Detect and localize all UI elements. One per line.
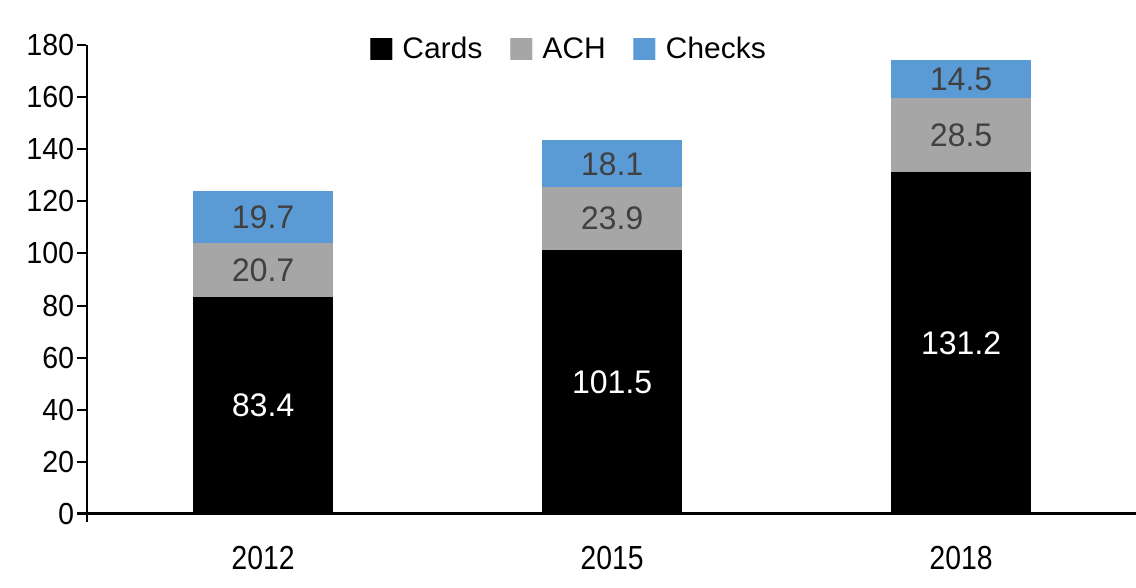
legend-label: Checks <box>665 32 766 65</box>
legend-item-checks: Checks <box>633 32 766 65</box>
y-axis-tick <box>77 461 86 463</box>
y-axis-tick <box>77 200 86 202</box>
y-tick-label: 20 <box>42 444 74 479</box>
legend-swatch-icon <box>510 38 533 60</box>
y-tick-label: 120 <box>26 183 74 218</box>
bar-segment-checks-2015: 18.1 <box>542 140 682 188</box>
y-tick-label: 140 <box>26 131 74 166</box>
bar-value-label: 14.5 <box>929 60 993 97</box>
y-tick-label: 80 <box>42 288 74 323</box>
legend-item-cards: Cards <box>370 33 482 65</box>
y-tick-label: 60 <box>42 340 74 375</box>
bar-value-label: 83.4 <box>231 387 295 424</box>
bar-value-label: 19.7 <box>231 199 295 236</box>
bar-value-label: 101.5 <box>571 363 653 400</box>
y-tick-label: 40 <box>42 392 74 427</box>
x-axis-label-2015: 2015 <box>580 539 644 576</box>
legend-swatch-icon <box>633 38 656 60</box>
x-axis-label-2012: 2012 <box>231 539 295 576</box>
bar-segment-ach-2012: 20.7 <box>193 242 333 297</box>
y-axis-line <box>86 45 88 514</box>
bar-value-label: 23.9 <box>580 200 644 237</box>
y-tick-label: 0 <box>58 496 74 531</box>
legend-item-ach: ACH <box>510 32 606 65</box>
x-axis-tick <box>86 515 88 522</box>
bar-segment-cards-2018: 131.2 <box>891 172 1031 514</box>
x-axis-label-2018: 2018 <box>929 539 993 576</box>
y-axis-tick <box>77 96 86 98</box>
bar-segment-ach-2015: 23.9 <box>542 187 682 250</box>
y-axis-tick <box>77 148 86 150</box>
legend-label: Cards <box>402 32 483 65</box>
legend-label: ACH <box>542 32 606 65</box>
bar-segment-cards-2015: 101.5 <box>542 249 682 514</box>
y-axis-tick <box>77 305 86 307</box>
bar-segment-ach-2018: 28.5 <box>891 97 1031 173</box>
legend: Cards ACH Checks <box>370 32 766 65</box>
y-axis-tick <box>77 44 86 46</box>
legend-swatch-icon <box>370 38 393 60</box>
y-axis-tick <box>77 357 86 359</box>
y-tick-label: 100 <box>26 235 74 270</box>
bar-value-label: 20.7 <box>231 251 295 288</box>
bar-segment-checks-2012: 19.7 <box>193 191 333 243</box>
bar-value-label: 28.5 <box>929 117 993 154</box>
bar-segment-cards-2012: 83.4 <box>193 296 333 514</box>
y-tick-label: 160 <box>26 79 74 114</box>
y-axis-tick <box>77 409 86 411</box>
y-axis-tick <box>77 252 86 254</box>
bar-value-label: 18.1 <box>580 145 644 182</box>
bar-value-label: 131.2 <box>920 325 1002 362</box>
bar-segment-checks-2018: 14.5 <box>891 60 1031 98</box>
y-tick-label: 180 <box>26 27 74 62</box>
